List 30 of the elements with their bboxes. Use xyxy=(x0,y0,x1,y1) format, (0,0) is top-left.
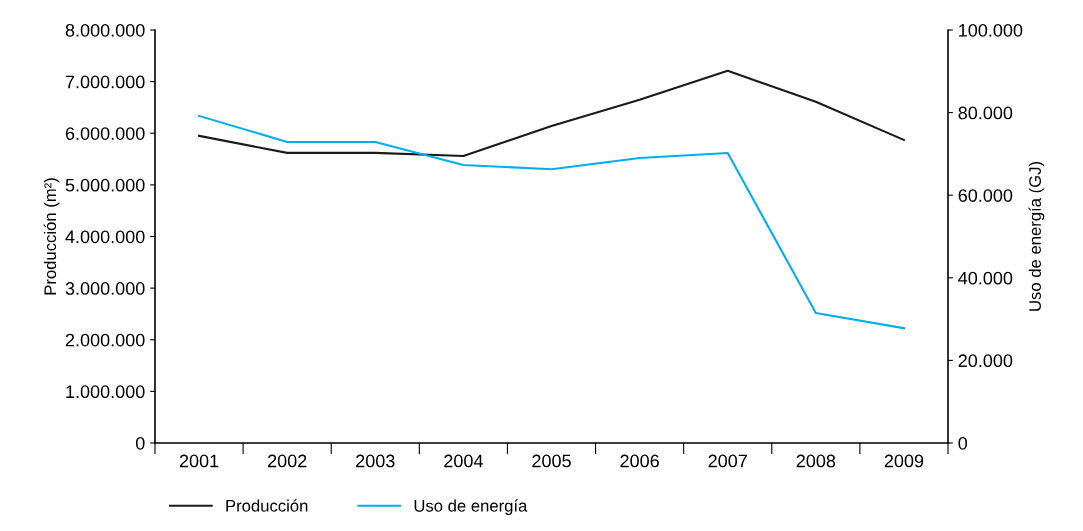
x-tick-label: 2002 xyxy=(267,454,307,468)
y2-tick-label: 40.000 xyxy=(958,271,1013,285)
line-series xyxy=(198,114,905,330)
x-tick-label: 2008 xyxy=(796,454,836,468)
line-series xyxy=(198,69,905,157)
y-tick-label: 6.000.000 xyxy=(65,127,145,140)
y-tick-label: 1.000.000 xyxy=(66,385,145,399)
y-tick-label: 7.000.000 xyxy=(65,75,145,89)
legend-label: Producción xyxy=(226,499,308,512)
y-tick-label: 5.000.000 xyxy=(65,178,145,192)
x-tick-label: 2004 xyxy=(444,454,483,468)
y-tick-label: 8.000.000 xyxy=(65,23,145,37)
x-tick-label: 2001 xyxy=(179,454,219,468)
y-tick-label: 3.000.000 xyxy=(65,282,145,295)
legend-label: Uso de energía xyxy=(414,499,528,516)
x-tick-label: 2003 xyxy=(356,454,395,468)
y2-axis-title: Uso de energía (GJ) xyxy=(1028,162,1045,311)
y-axis-title: Producción (m²) xyxy=(43,178,60,295)
y2-tick-label: 20.000 xyxy=(958,354,1013,368)
x-tick-label: 2007 xyxy=(708,454,747,468)
y-tick-label: 4.000.000 xyxy=(65,230,145,244)
x-tick-label: 2006 xyxy=(620,454,659,468)
y2-tick-label: 80.000 xyxy=(958,106,1013,120)
y2-tick-label: 0 xyxy=(958,436,968,450)
y2-tick-label: 60.000 xyxy=(958,189,1013,202)
y2-tick-label: 100.000 xyxy=(959,23,1023,37)
y-tick-label: 0 xyxy=(135,436,145,450)
y-tick-label: 2.000.000 xyxy=(65,333,145,347)
x-tick-label: 2005 xyxy=(532,454,571,468)
x-tick-label: 2009 xyxy=(884,454,924,468)
